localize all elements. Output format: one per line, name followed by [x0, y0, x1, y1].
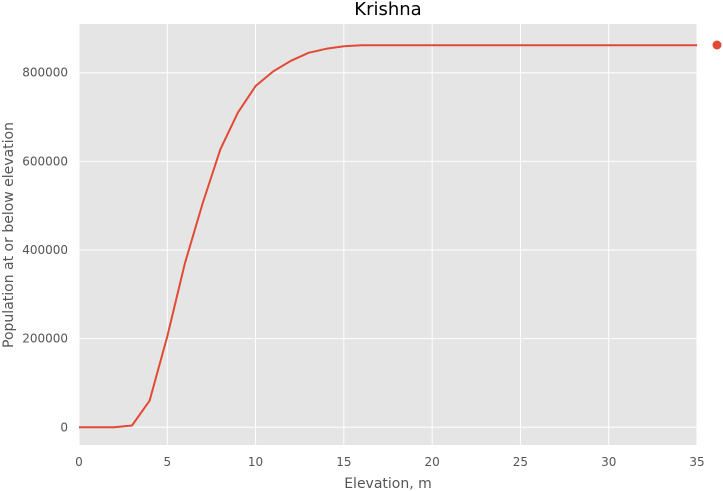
- y-tick-label: 0: [60, 420, 68, 434]
- x-tick-label: 5: [163, 455, 171, 469]
- x-tick-label: 20: [425, 455, 440, 469]
- grid: [78, 24, 698, 445]
- y-axis-label: Population at or below elevation: [1, 122, 17, 348]
- x-tick-label: 30: [601, 455, 616, 469]
- series-layer: [79, 44, 697, 429]
- plot-background: [79, 24, 697, 445]
- x-tick-label: 35: [689, 455, 704, 469]
- x-tick-label: 10: [248, 455, 263, 469]
- x-axis-label: Elevation, m: [344, 476, 432, 491]
- y-tick-label: 400000: [22, 243, 68, 257]
- x-tick-label: 15: [336, 455, 351, 469]
- y-tick-labels: 0 200000 400000 600000 800000: [22, 66, 68, 435]
- y-tick-label: 600000: [22, 154, 68, 168]
- x-tick-label: 25: [513, 455, 528, 469]
- y-tick-label: 800000: [22, 66, 68, 80]
- chart-title: Krishna: [354, 0, 421, 20]
- y-tick-label: 200000: [22, 332, 68, 346]
- x-tick-labels: 0 5 10 15 20 25 30 35: [75, 455, 704, 469]
- legend-marker: [712, 40, 722, 50]
- series-line: [79, 44, 697, 429]
- x-tick-label: 0: [75, 455, 83, 469]
